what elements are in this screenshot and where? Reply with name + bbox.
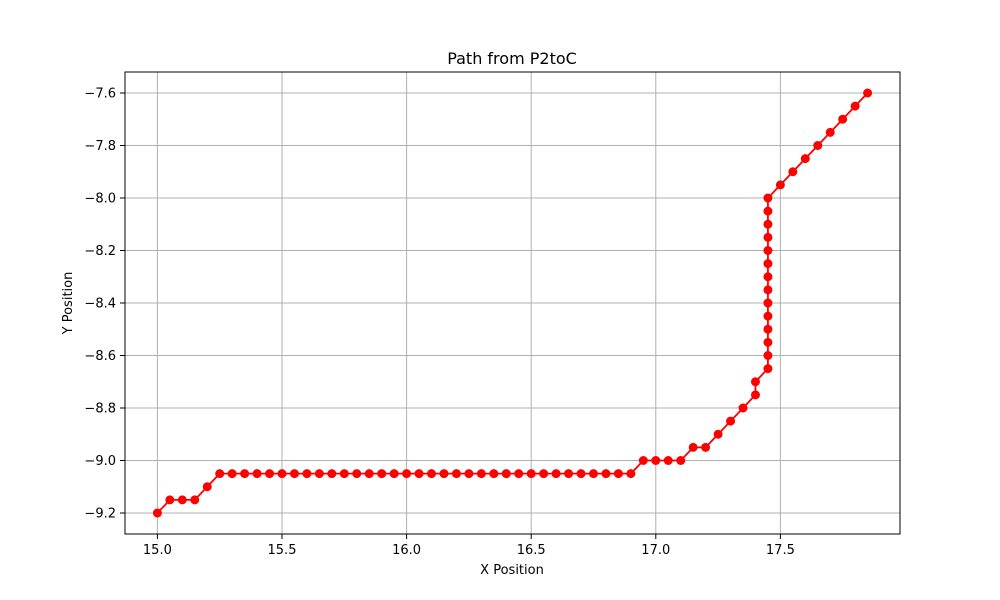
y-tick-label: −9.2 — [84, 507, 116, 522]
data-point — [613, 469, 623, 479]
data-point — [763, 232, 773, 242]
data-point — [763, 206, 773, 216]
data-point — [339, 469, 349, 479]
data-point — [377, 469, 387, 479]
data-point — [863, 88, 873, 98]
plot-frame — [124, 71, 901, 535]
axis-ticks: 15.0 15.5 16.0 16.5 17.0 17.5 −9.2 −9.0 −8.8 −8.6… — [84, 87, 794, 559]
data-point — [302, 469, 312, 479]
data-point — [688, 442, 698, 452]
data-point — [277, 469, 287, 479]
x-axis-label: X Position — [480, 563, 544, 578]
data-point — [389, 469, 399, 479]
data-point — [364, 469, 374, 479]
data-point — [551, 469, 561, 479]
data-point — [489, 469, 499, 479]
data-point — [788, 167, 798, 177]
data-point — [763, 311, 773, 321]
data-point — [177, 495, 187, 505]
data-point — [402, 469, 412, 479]
data-point — [152, 508, 162, 518]
data-point — [439, 469, 449, 479]
data-point — [526, 469, 536, 479]
data-point — [763, 193, 773, 203]
y-axis-label: Y Position — [61, 272, 76, 336]
data-point — [564, 469, 574, 479]
data-point — [314, 469, 324, 479]
data-point — [726, 416, 736, 426]
data-point — [265, 469, 275, 479]
data-point — [750, 377, 760, 387]
data-point — [514, 469, 524, 479]
x-tick-label: 15.5 — [268, 543, 297, 558]
data-point — [215, 469, 225, 479]
data-point — [451, 469, 461, 479]
data-point — [414, 469, 424, 479]
data-point — [701, 442, 711, 452]
data-point — [327, 469, 337, 479]
data-point — [289, 469, 299, 479]
x-tick-label: 17.5 — [766, 543, 795, 558]
data-point — [763, 246, 773, 255]
y-tick-label: −7.6 — [84, 87, 116, 102]
data-point — [601, 469, 611, 479]
data-point — [651, 456, 661, 465]
y-tick-label: −9.0 — [84, 454, 116, 469]
chart-title: Path from P2toC — [447, 49, 577, 68]
x-tick-label: 17.0 — [641, 543, 670, 558]
data-point — [713, 429, 723, 439]
x-tick-label: 16.5 — [517, 543, 546, 558]
data-point — [501, 469, 511, 479]
series-path — [152, 88, 873, 518]
y-tick-label: −7.8 — [84, 139, 116, 154]
data-point — [738, 403, 748, 413]
data-point — [464, 469, 474, 479]
data-point — [763, 219, 773, 229]
data-point — [763, 285, 773, 295]
data-point — [588, 469, 598, 479]
y-tick-label: −8.8 — [84, 402, 116, 417]
data-point — [813, 141, 823, 150]
data-point — [165, 495, 175, 505]
data-point — [539, 469, 549, 479]
y-tick-label: −8.6 — [84, 349, 116, 364]
data-point — [800, 154, 810, 164]
data-point — [476, 469, 486, 479]
data-point — [638, 456, 648, 465]
data-point — [763, 259, 773, 269]
data-point — [626, 469, 636, 479]
data-point — [775, 180, 785, 190]
data-point — [252, 469, 262, 479]
x-tick-label: 15.0 — [143, 543, 172, 558]
data-point — [838, 114, 848, 124]
y-tick-label: −8.2 — [84, 244, 116, 259]
data-point — [763, 364, 773, 374]
data-point — [763, 272, 773, 282]
data-point — [763, 298, 773, 308]
data-point — [227, 469, 237, 479]
data-point — [240, 469, 250, 479]
data-point — [750, 390, 760, 400]
data-point — [352, 469, 362, 479]
data-point — [850, 101, 860, 111]
data-point — [763, 351, 773, 360]
x-tick-label: 16.0 — [392, 543, 421, 558]
y-tick-label: −8.0 — [84, 192, 116, 207]
data-point — [427, 469, 437, 479]
data-point — [202, 482, 212, 492]
data-point — [676, 456, 686, 465]
data-point — [763, 337, 773, 347]
data-point — [663, 456, 673, 465]
y-tick-label: −8.4 — [84, 297, 116, 312]
data-point — [190, 495, 200, 505]
data-point — [825, 127, 835, 137]
data-point — [576, 469, 586, 479]
data-point — [763, 324, 773, 334]
